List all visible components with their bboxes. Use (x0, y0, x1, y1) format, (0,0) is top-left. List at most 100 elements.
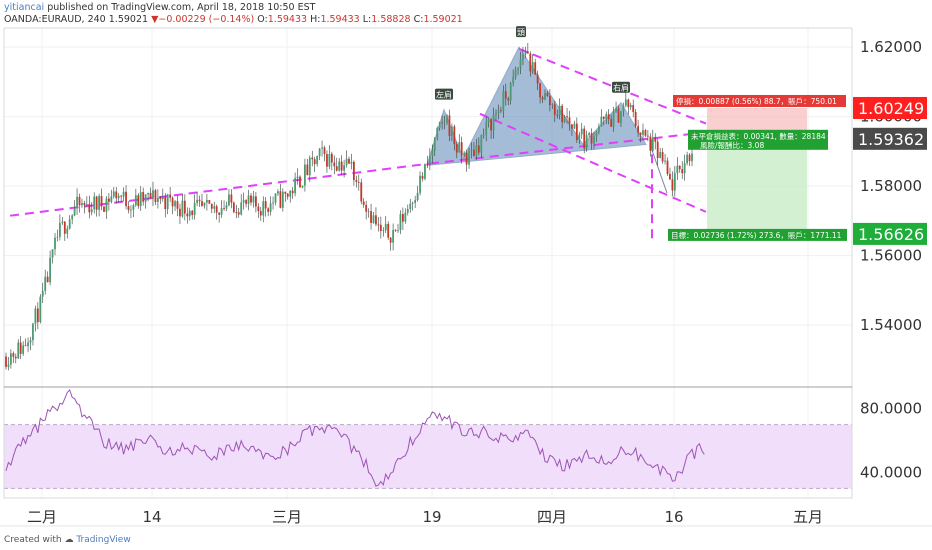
target-price-box-value: 1.56626 (858, 225, 924, 244)
candle-body-28 (73, 208, 76, 216)
candle-body-53 (134, 195, 137, 206)
candle-body-19 (51, 249, 54, 258)
candle-body-64 (161, 197, 164, 200)
candle-body-101 (252, 196, 255, 203)
candle-body-94 (235, 212, 238, 213)
position-tags: 停損：0.00887 (0.56%) 88.7，賬戶：750.01 未平倉損益表：… (668, 94, 927, 245)
candle-body-80 (201, 201, 203, 206)
candle-body-110 (274, 193, 277, 203)
candle-body-115 (286, 193, 289, 197)
candle-body-236 (583, 128, 586, 149)
candle-body-219 (541, 97, 544, 100)
candle-body-243 (600, 116, 603, 127)
candle-body-107 (267, 208, 270, 212)
candle-body-121 (301, 185, 304, 188)
candle-body-125 (311, 157, 314, 160)
candle-body-139 (345, 158, 348, 166)
candle-body-32 (83, 203, 86, 206)
candle-body-137 (340, 161, 343, 171)
open-value: 1.59433 (267, 14, 308, 25)
candle-body-173 (428, 155, 431, 165)
candle-body-164 (406, 208, 409, 213)
neckline (429, 131, 707, 165)
candle-body-155 (384, 223, 387, 231)
candle-body-181 (448, 115, 451, 136)
candle-body-122 (304, 164, 306, 186)
candle-body-184 (455, 144, 458, 153)
candle-body-257 (634, 111, 637, 127)
candle-body-160 (397, 230, 399, 231)
candle-body-111 (277, 191, 279, 194)
candle-body-11 (32, 323, 34, 341)
candle-body-254 (627, 99, 630, 108)
candle-body-16 (44, 276, 47, 291)
candle-body-246 (607, 114, 610, 120)
candle-body-86 (215, 206, 218, 213)
candle-body-272 (671, 179, 674, 191)
candle-body-7 (22, 345, 25, 354)
candle-body-177 (438, 122, 441, 128)
candle-body-29 (76, 196, 78, 209)
candle-body-201 (497, 110, 500, 114)
candle-body-18 (49, 257, 51, 283)
candle-body-165 (409, 203, 412, 209)
candle-body-152 (377, 224, 380, 226)
candle-body-163 (404, 212, 407, 222)
candle-body-4 (14, 356, 17, 359)
candle-body-69 (174, 201, 176, 207)
candle-body-203 (502, 91, 505, 112)
stop-loss-text: 停損：0.00887 (0.56%) 88.7，賬戶：750.01 (676, 96, 837, 106)
time-tick-label: 19 (422, 508, 441, 526)
candle-body-52 (132, 205, 135, 210)
candle-body-276 (681, 169, 684, 174)
candle-body-280 (691, 153, 693, 162)
candle-body-185 (458, 142, 461, 153)
candle-body-9 (27, 342, 29, 347)
candle-body-96 (240, 202, 243, 215)
candle-body-245 (605, 114, 608, 119)
candle-body-211 (522, 54, 524, 60)
created-with-text: Created with (4, 535, 62, 545)
ohlc-line: OANDA:EURAUD, 240 1.59021 ▼−0.00229 (−0.… (4, 14, 463, 25)
candle-body-231 (571, 124, 573, 129)
candle-body-266 (656, 141, 659, 158)
candle-body-186 (460, 142, 463, 156)
candle-body-227 (561, 105, 564, 123)
high-label: H: (310, 14, 321, 25)
candle-body-193 (477, 145, 480, 153)
close-value: 1.59021 (423, 14, 463, 25)
candle-body-215 (531, 62, 534, 72)
candle-body-244 (602, 116, 605, 119)
time-tick-label: 16 (664, 508, 683, 526)
candle-body-172 (426, 164, 429, 165)
candle-body-175 (433, 138, 436, 151)
candle-body-10 (29, 340, 32, 343)
candlestick-series (5, 42, 693, 371)
right-shoulder-label: 右肩 (613, 83, 629, 93)
rsi-tick-label: 80.0000 (860, 400, 922, 418)
target-tag (668, 228, 847, 241)
candle-body-39 (100, 196, 103, 207)
head-label: 頭 (517, 28, 525, 37)
candle-body-0 (5, 356, 7, 367)
candle-body-68 (171, 197, 174, 207)
author-link[interactable]: yitiancai (4, 2, 45, 13)
candle-body-199 (492, 114, 495, 131)
last-price: 1.59021 (108, 14, 149, 25)
candle-body-210 (519, 59, 522, 68)
candle-body-91 (228, 194, 230, 206)
tradingview-cloud-icon: ☁ (64, 535, 74, 545)
candle-body-174 (431, 150, 434, 156)
candle-body-106 (264, 201, 267, 209)
candle-body-229 (566, 116, 568, 118)
candle-body-222 (549, 95, 551, 106)
price-tick-label: 1.56000 (860, 247, 922, 265)
tradingview-link[interactable]: TradingView (76, 535, 131, 545)
candle-body-134 (333, 162, 336, 167)
candle-body-151 (375, 215, 377, 225)
left-shoulder-label: 左肩 (436, 90, 452, 100)
candle-body-275 (678, 165, 681, 170)
candle-body-105 (262, 201, 265, 216)
candle-body-156 (387, 223, 390, 238)
